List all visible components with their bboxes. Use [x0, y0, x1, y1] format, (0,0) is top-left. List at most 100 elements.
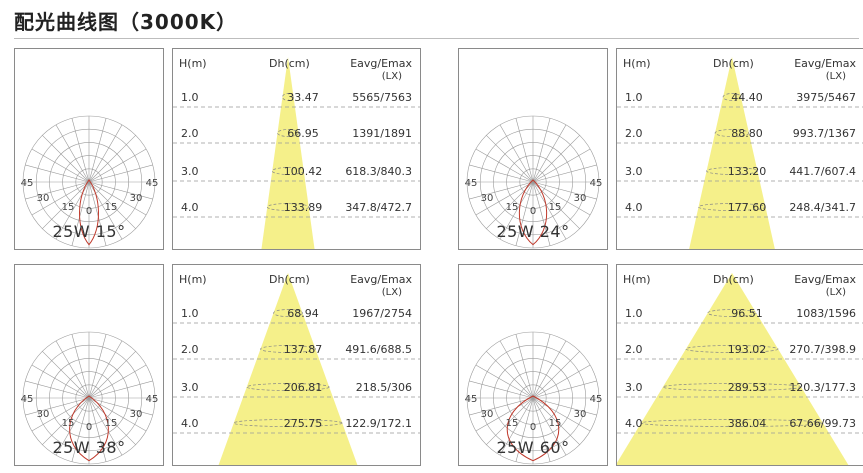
col-header-height: H(m) [179, 57, 207, 70]
polar-spoke [532, 181, 551, 246]
polar-spoke [532, 181, 567, 240]
polar-spoke [88, 118, 107, 183]
row-diameter: 33.47 [287, 91, 319, 104]
polar-spoke [88, 181, 147, 216]
polar-spoke [475, 181, 534, 216]
beam-section-ellipse [282, 93, 294, 101]
row-diameter: 68.94 [287, 307, 319, 320]
power-beam-label: 25W 60° [496, 438, 570, 457]
beam-section-ellipse [266, 203, 310, 211]
polar-spoke [88, 397, 107, 462]
row-height: 4.0 [181, 417, 199, 430]
polar-spoke [88, 334, 107, 399]
angle-label-15-left: 15 [62, 418, 75, 429]
polar-spoke [499, 397, 534, 456]
row-diameter: 133.20 [727, 165, 767, 178]
row-height: 4.0 [625, 201, 643, 214]
polar-spoke [25, 181, 90, 200]
polar-spoke [532, 181, 591, 216]
polar-spoke [469, 164, 534, 183]
col-header-diameter: Dh(cm) [713, 273, 754, 286]
angle-label-15-left: 15 [506, 202, 519, 213]
distribution-curve [79, 179, 99, 246]
angle-label-30-left: 30 [37, 409, 50, 420]
polar-spoke [88, 181, 136, 229]
row-diameter: 386.04 [727, 417, 767, 430]
polar-spoke [499, 340, 534, 399]
beam-area [689, 57, 775, 249]
angle-label-0: 0 [530, 206, 536, 217]
polar-spoke [532, 164, 597, 183]
row-illuminance: 618.3/840.3 [345, 165, 412, 178]
polar-spoke [88, 181, 153, 200]
beam-section-ellipse [706, 167, 758, 175]
polar-spoke [469, 397, 534, 416]
polar-spoke [88, 135, 136, 183]
light-distribution-panel-4: 45 30 15 0 15 30 45 25W 60° H(m) Dh(cm) Eavg/E… [458, 264, 863, 468]
polar-spoke [532, 397, 580, 445]
angle-label-15-right: 15 [105, 418, 118, 429]
polar-spoke [25, 164, 90, 183]
col-header-illuminance: Eavg/Emax [350, 57, 412, 70]
polar-spoke [88, 181, 123, 240]
row-illuminance: 122.9/172.1 [345, 417, 412, 430]
angle-label-15-right: 15 [549, 202, 562, 213]
polar-spoke [42, 397, 90, 445]
polar-spoke [532, 397, 591, 432]
polar-spoke [475, 364, 534, 399]
beam-section-ellipse [662, 383, 802, 391]
beam-section-ellipse [698, 203, 766, 211]
title-divider [14, 38, 859, 39]
power-beam-label: 25W 15° [52, 222, 126, 241]
polar-spoke [31, 364, 90, 399]
polar-spoke [55, 397, 90, 456]
polar-spoke [42, 135, 90, 183]
polar-spoke [88, 124, 123, 183]
polar-spoke [25, 397, 90, 416]
row-height: 2.0 [625, 343, 643, 356]
distribution-curve [69, 395, 109, 462]
light-distribution-panel-3: 45 30 15 0 15 30 45 25W 38° H(m) Dh(cm) Eavg/E… [14, 264, 424, 468]
row-illuminance: 5565/7563 [352, 91, 412, 104]
polar-spoke [532, 334, 551, 399]
polar-spoke [71, 334, 90, 399]
polar-spoke [42, 351, 90, 399]
row-diameter: 193.02 [727, 343, 767, 356]
polar-spoke [499, 124, 534, 183]
polar-spoke [55, 340, 90, 399]
illuminance-table: H(m) Dh(cm) Eavg/Emax (LX) 1.0 44.40 397… [616, 48, 863, 250]
row-height: 2.0 [625, 127, 643, 140]
col-header-unit: (LX) [825, 287, 846, 298]
polar-spoke [486, 351, 534, 399]
polar-spoke [88, 351, 136, 399]
beam-area [617, 273, 849, 465]
polar-spoke [532, 148, 591, 183]
beam-section-ellipse [714, 129, 750, 137]
distribution-curve [506, 395, 560, 462]
polar-spoke [486, 397, 534, 445]
angle-label-45-left: 45 [21, 394, 34, 405]
polar-spoke [25, 380, 90, 399]
row-height: 1.0 [625, 91, 643, 104]
polar-curve-chart: 45 30 15 0 15 30 45 25W 24° [458, 48, 608, 250]
beam-section-ellipse [246, 383, 330, 391]
polar-spoke [31, 181, 90, 216]
illuminance-table: H(m) Dh(cm) Eavg/Emax (LX) 1.0 33.47 556… [172, 48, 421, 250]
col-header-illuminance: Eavg/Emax [794, 57, 856, 70]
polar-spoke [532, 397, 551, 462]
row-height: 3.0 [181, 381, 199, 394]
beam-section-ellipse [722, 93, 742, 101]
row-diameter: 289.53 [727, 381, 767, 394]
polar-spoke [31, 148, 90, 183]
row-illuminance: 248.4/341.7 [789, 201, 856, 214]
beam-cone [617, 57, 863, 249]
polar-spoke [469, 181, 534, 200]
row-illuminance: 3975/5467 [796, 91, 856, 104]
col-header-unit: (LX) [381, 71, 402, 82]
angle-label-15-left: 15 [506, 418, 519, 429]
angle-label-45-left: 45 [465, 178, 478, 189]
row-diameter: 66.95 [287, 127, 319, 140]
polar-spoke [71, 181, 90, 246]
